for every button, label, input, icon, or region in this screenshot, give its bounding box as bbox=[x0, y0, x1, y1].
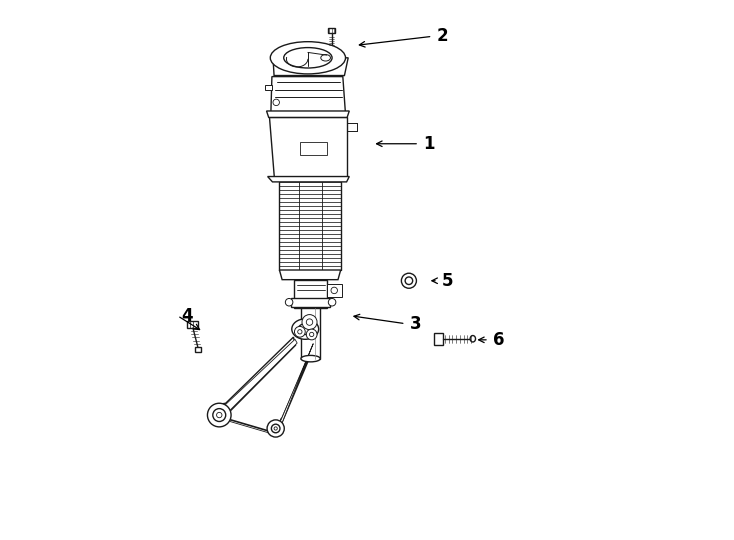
Text: 5: 5 bbox=[442, 272, 454, 290]
Polygon shape bbox=[291, 298, 330, 307]
Ellipse shape bbox=[284, 48, 332, 68]
Ellipse shape bbox=[298, 323, 312, 334]
Text: 4: 4 bbox=[181, 307, 193, 325]
Polygon shape bbox=[276, 342, 315, 433]
Circle shape bbox=[217, 413, 222, 418]
Text: 6: 6 bbox=[493, 331, 504, 349]
Polygon shape bbox=[195, 347, 201, 352]
Circle shape bbox=[302, 315, 317, 329]
Polygon shape bbox=[220, 339, 297, 418]
Polygon shape bbox=[187, 321, 197, 328]
Polygon shape bbox=[269, 117, 346, 179]
Ellipse shape bbox=[321, 55, 330, 61]
Ellipse shape bbox=[470, 335, 476, 342]
Polygon shape bbox=[300, 141, 327, 155]
Ellipse shape bbox=[270, 42, 346, 74]
Polygon shape bbox=[277, 343, 313, 431]
Polygon shape bbox=[280, 270, 341, 280]
Circle shape bbox=[401, 273, 416, 288]
Text: 1: 1 bbox=[423, 135, 435, 153]
Polygon shape bbox=[434, 333, 443, 345]
Polygon shape bbox=[327, 284, 342, 297]
Circle shape bbox=[306, 329, 317, 340]
Circle shape bbox=[286, 299, 293, 306]
Circle shape bbox=[294, 326, 305, 337]
Polygon shape bbox=[328, 28, 335, 32]
Circle shape bbox=[208, 403, 231, 427]
Polygon shape bbox=[219, 337, 296, 421]
Circle shape bbox=[405, 277, 413, 285]
Polygon shape bbox=[268, 177, 349, 182]
Polygon shape bbox=[271, 77, 346, 114]
Circle shape bbox=[310, 332, 314, 336]
Circle shape bbox=[213, 409, 226, 422]
Ellipse shape bbox=[301, 355, 320, 362]
Text: 3: 3 bbox=[410, 315, 421, 333]
Text: 2: 2 bbox=[437, 28, 448, 45]
Circle shape bbox=[328, 299, 336, 306]
Polygon shape bbox=[294, 280, 327, 308]
Circle shape bbox=[272, 424, 280, 433]
Ellipse shape bbox=[292, 319, 319, 339]
Circle shape bbox=[298, 329, 302, 334]
Circle shape bbox=[267, 420, 284, 437]
Polygon shape bbox=[266, 111, 349, 117]
Circle shape bbox=[274, 427, 277, 430]
Circle shape bbox=[331, 287, 338, 294]
Polygon shape bbox=[301, 308, 320, 359]
Circle shape bbox=[306, 319, 313, 325]
Circle shape bbox=[273, 99, 280, 106]
Polygon shape bbox=[266, 85, 272, 90]
Polygon shape bbox=[273, 58, 348, 76]
